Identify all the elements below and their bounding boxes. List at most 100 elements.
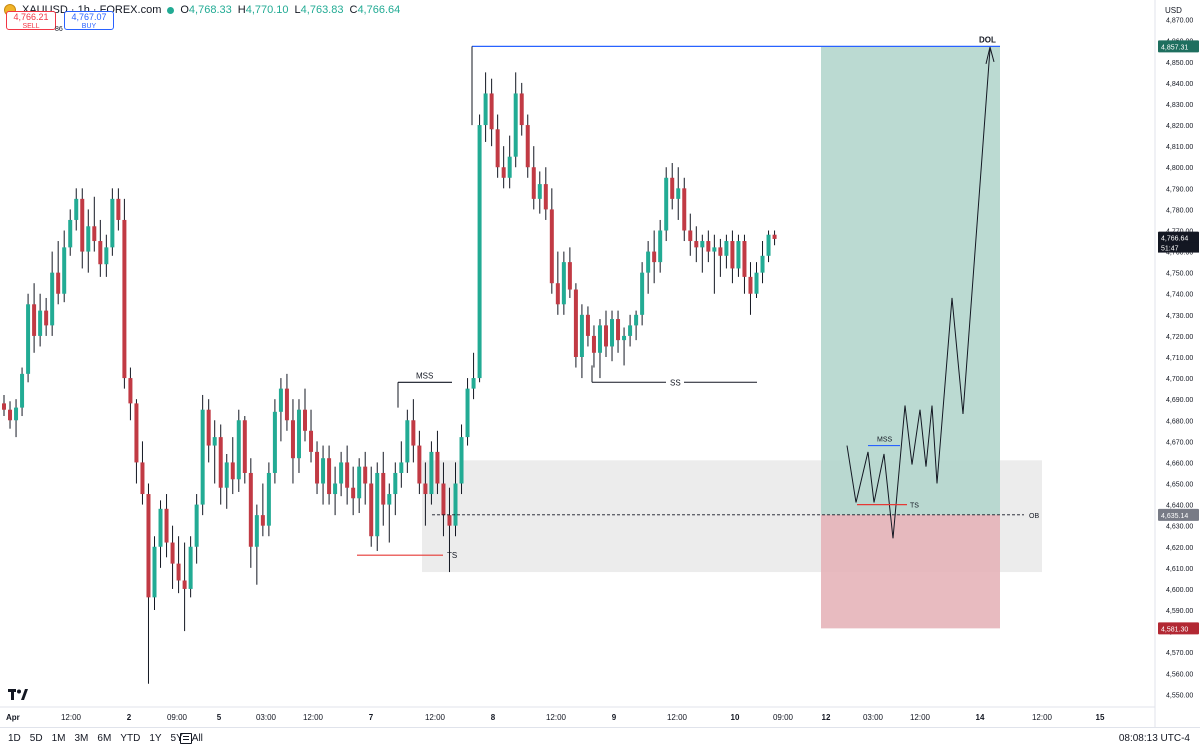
candle-body — [146, 494, 151, 598]
candle-body — [272, 411, 277, 473]
y-tick-label: 4,600.00 — [1166, 587, 1193, 594]
projected-mss-label: MSS — [877, 437, 893, 444]
x-tick-label: 12:00 — [667, 713, 688, 722]
range-button-5y[interactable]: 5Y — [170, 733, 183, 744]
x-tick-label: 12 — [822, 713, 831, 722]
candle-body — [766, 234, 771, 256]
y-tick-label: 4,680.00 — [1166, 418, 1193, 425]
candle-body — [754, 272, 759, 294]
candle-body — [369, 483, 374, 537]
y-tick-label: 4,780.00 — [1166, 207, 1193, 214]
candle-body — [303, 409, 307, 431]
candle-body — [712, 247, 717, 252]
range-button-3m[interactable]: 3M — [74, 733, 89, 744]
y-tick-label: 4,670.00 — [1166, 439, 1193, 446]
symbol-header: XAUUSD · 1h · FOREX.com O4,768.33 H4,770… — [4, 4, 400, 16]
candle-body — [411, 420, 416, 446]
candle-body — [531, 167, 536, 199]
y-tick-label: 4,810.00 — [1166, 144, 1193, 151]
currency-label[interactable]: USD — [1165, 6, 1182, 15]
dol-price-text: 4,857.31 — [1161, 44, 1188, 51]
date-range-icon[interactable] — [180, 733, 192, 744]
x-tick-label: 03:00 — [863, 713, 884, 722]
candle-body — [200, 409, 205, 505]
y-tick-label: 4,640.00 — [1166, 503, 1193, 510]
candle-body — [98, 241, 103, 265]
candle-body — [730, 241, 735, 269]
candle-body — [321, 458, 326, 484]
x-tick-label: 5 — [217, 713, 222, 722]
candle-body — [700, 241, 705, 248]
y-tick-label: 4,630.00 — [1166, 524, 1193, 531]
sell-price: 4,766.21 — [13, 11, 49, 22]
stop-price-text: 4,581.30 — [1161, 626, 1188, 633]
buy-price: 4,767.07 — [71, 11, 107, 22]
stop-price-badge — [1158, 622, 1199, 635]
candle-body — [513, 93, 518, 157]
stop-zone — [821, 514, 1000, 629]
current-price-badge — [1158, 231, 1199, 244]
y-tick-label: 4,790.00 — [1166, 186, 1193, 193]
candle-body — [381, 472, 386, 505]
x-tick-label: 12:00 — [61, 713, 82, 722]
x-tick-label: 14 — [976, 713, 985, 722]
x-tick-label: 12:00 — [303, 713, 324, 722]
sell-button[interactable]: 4,766.21 SELL — [6, 10, 56, 30]
candle-body — [567, 262, 572, 290]
y-tick-label: 4,740.00 — [1166, 292, 1193, 299]
spread-value: 86 — [55, 26, 63, 33]
tradingview-logo[interactable] — [8, 688, 28, 706]
high-value: 4,770.10 — [245, 4, 289, 16]
candle-body — [724, 241, 729, 256]
candle-body — [573, 289, 578, 357]
candle-body — [327, 458, 332, 495]
range-button-1y[interactable]: 1Y — [149, 733, 162, 744]
candle-body — [339, 462, 344, 484]
x-tick-label: 7 — [369, 713, 374, 722]
range-button-all[interactable]: All — [191, 733, 203, 744]
candle-body — [218, 437, 223, 488]
candle-body — [417, 445, 422, 484]
candle-body — [62, 247, 67, 294]
x-tick-label: Apr — [6, 713, 20, 722]
candle-body — [176, 563, 181, 581]
ts-label: TS — [447, 551, 457, 560]
candle-body — [453, 483, 458, 526]
range-button-1d[interactable]: 1D — [8, 733, 21, 744]
projected-ts-label: TS — [910, 503, 919, 510]
range-button-5d[interactable]: 5D — [29, 733, 43, 744]
candle-body — [447, 515, 452, 526]
candle-body — [471, 378, 476, 389]
candle-body — [266, 472, 271, 526]
candle-body — [134, 403, 139, 463]
y-tick-label: 4,830.00 — [1166, 102, 1193, 109]
current-price-badge2 — [1158, 242, 1199, 253]
candle-body — [399, 462, 404, 473]
symbol-title[interactable]: XAUUSD · 1h · FOREX.com — [22, 4, 162, 16]
y-tick-label: 4,760.00 — [1166, 250, 1193, 257]
candle-body — [92, 226, 97, 242]
x-tick-label: 9 — [612, 713, 617, 722]
candle-body — [56, 272, 61, 294]
ob-label: OB — [1029, 513, 1039, 520]
candle-body — [519, 93, 524, 126]
range-button-6m[interactable]: 6M — [97, 733, 112, 744]
bottom-toolbar: 1D 5D 1M 3M 6M YTD 1Y 5Y All 08:08:13 UTC-4 — [0, 727, 1200, 750]
range-button-ytd[interactable]: YTD — [120, 733, 141, 744]
y-tick-label: 4,550.00 — [1166, 692, 1193, 699]
y-tick-label: 4,720.00 — [1166, 334, 1193, 341]
dol-price-badge — [1158, 40, 1199, 53]
utc-clock[interactable]: 08:08:13 UTC-4 — [1118, 733, 1190, 744]
candle-body — [140, 462, 145, 495]
x-tick-label: 15 — [1096, 713, 1105, 722]
close-value: 4,766.64 — [357, 4, 401, 16]
y-tick-label: 4,710.00 — [1166, 355, 1193, 362]
ob-price-badge — [1158, 508, 1199, 521]
buy-button[interactable]: 4,767.07 BUY — [64, 10, 114, 30]
candle-body — [278, 388, 283, 412]
market-open-icon — [167, 6, 175, 14]
range-button-1m[interactable]: 1M — [51, 733, 66, 744]
candle-body — [772, 234, 777, 239]
